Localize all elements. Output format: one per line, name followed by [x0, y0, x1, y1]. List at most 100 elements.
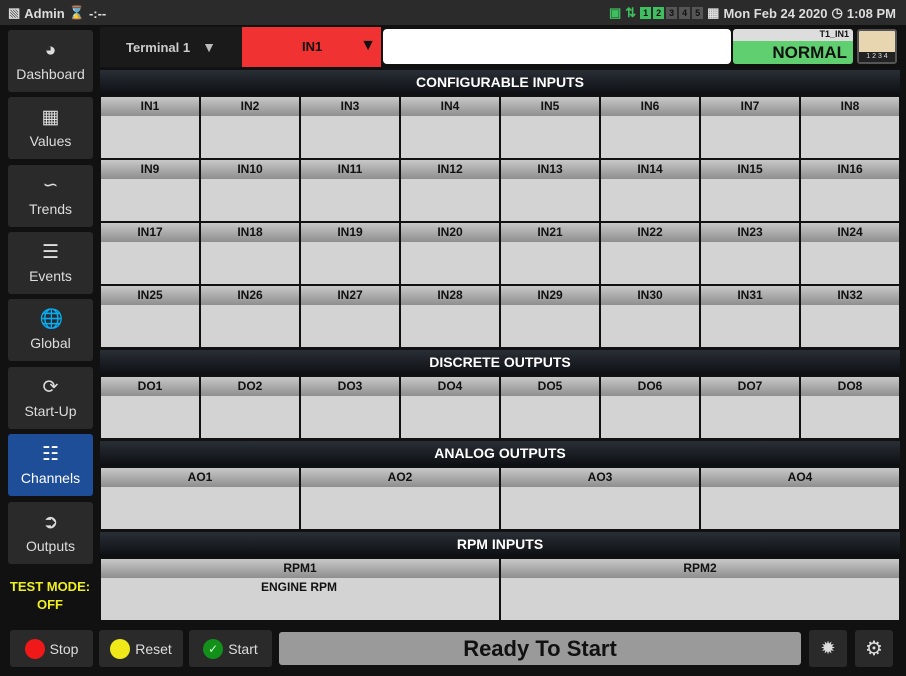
channel-cell[interactable]: AO2	[300, 467, 500, 530]
channel-label: DO4	[401, 377, 499, 396]
stop-button[interactable]: Stop	[10, 630, 93, 667]
stop-icon	[24, 638, 45, 659]
sidebar-item-label: Channels	[20, 470, 81, 486]
gauge-icon: ◕	[44, 40, 57, 61]
channel-cell[interactable]: IN21	[500, 222, 600, 285]
input-description-field[interactable]	[383, 29, 731, 64]
channel-cell[interactable]: IN2	[200, 96, 300, 159]
sidebar-item-dashboard[interactable]: ◕ Dashboard	[8, 30, 93, 92]
time: 1:08 PM	[846, 5, 896, 21]
start-label: Start	[228, 640, 258, 657]
channel-cell[interactable]: IN8	[800, 96, 900, 159]
channel-cell[interactable]: RPM2	[500, 558, 900, 621]
channel-cell[interactable]: IN10	[200, 159, 300, 222]
channel-label: IN20	[401, 223, 499, 242]
debug-button[interactable]: ✹	[809, 630, 847, 667]
channel-cell[interactable]: IN9	[100, 159, 200, 222]
sidebar-item-channels[interactable]: ☷ Channels	[8, 434, 93, 496]
sidebar-item-label: Values	[29, 133, 72, 149]
sidebar-item-start-up[interactable]: ⟳ Start-Up	[8, 367, 93, 429]
channel-cell[interactable]: IN23	[700, 222, 800, 285]
channel-cell[interactable]: IN1	[100, 96, 200, 159]
channel-cell[interactable]: IN6	[600, 96, 700, 159]
channel-cell[interactable]: IN3	[300, 96, 400, 159]
channel-cell[interactable]: IN22	[600, 222, 700, 285]
table-icon: ▦	[41, 107, 60, 128]
channel-label: IN18	[201, 223, 299, 242]
channel-cell[interactable]: AO3	[500, 467, 700, 530]
status-value: NORMAL	[733, 41, 853, 64]
stop-label: Stop	[49, 640, 79, 657]
channel-label: DO8	[801, 377, 899, 396]
channel-cell[interactable]: IN31	[700, 285, 800, 348]
sidebar-item-events[interactable]: ☰ Events	[8, 232, 93, 294]
channel-indicator: 2	[653, 7, 665, 19]
channel-cell[interactable]: DO1	[100, 376, 200, 439]
channel-cell[interactable]: IN19	[300, 222, 400, 285]
channel-cell[interactable]: AO4	[700, 467, 900, 530]
channel-cell[interactable]: RPM1 ENGINE RPM	[100, 558, 500, 621]
settings-button[interactable]: ⚙	[855, 630, 893, 667]
section-title: CONFIGURABLE INPUTS	[100, 70, 900, 95]
channel-cell[interactable]: IN17	[100, 222, 200, 285]
channel-cell[interactable]: IN5	[500, 96, 600, 159]
channel-label: IN25	[101, 286, 199, 305]
channel-cell[interactable]: DO8	[800, 376, 900, 439]
channel-cell[interactable]: IN20	[400, 222, 500, 285]
channel-label: IN8	[801, 97, 899, 116]
channel-cell[interactable]: IN26	[200, 285, 300, 348]
channel-cell[interactable]: AO1	[100, 467, 300, 530]
channel-label: IN10	[201, 160, 299, 179]
channel-label: IN27	[301, 286, 399, 305]
sidebar-item-outputs[interactable]: ➲ Outputs	[8, 502, 93, 564]
channel-cell[interactable]: IN27	[300, 285, 400, 348]
section-title: RPM INPUTS	[100, 532, 900, 557]
terminal-block-icon[interactable]: 1 2 3 4	[857, 29, 897, 64]
channel-cell[interactable]: IN18	[200, 222, 300, 285]
channel-cell[interactable]: IN25	[100, 285, 200, 348]
sidebar-item-global[interactable]: 🌐 Global	[8, 299, 93, 361]
channel-cell[interactable]: IN15	[700, 159, 800, 222]
channel-cell[interactable]: IN4	[400, 96, 500, 159]
channel-cell[interactable]: IN13	[500, 159, 600, 222]
channel-cell[interactable]: IN28	[400, 285, 500, 348]
reset-button[interactable]: Reset	[99, 630, 183, 667]
channel-cell[interactable]: IN14	[600, 159, 700, 222]
engine-status: Ready To Start	[279, 632, 801, 665]
status-tag: T1_IN1	[733, 29, 853, 41]
sidebar-item-values[interactable]: ▦ Values	[8, 97, 93, 159]
channel-label: IN31	[701, 286, 799, 305]
channel-label: IN26	[201, 286, 299, 305]
channel-cell[interactable]: DO6	[600, 376, 700, 439]
channel-cell[interactable]: DO4	[400, 376, 500, 439]
section-title: ANALOG OUTPUTS	[100, 441, 900, 466]
channel-label: IN23	[701, 223, 799, 242]
channel-indicator: 3	[666, 7, 678, 19]
sidebar-item-trends[interactable]: ∽ Trends	[8, 165, 93, 227]
channel-cell[interactable]: IN16	[800, 159, 900, 222]
start-button[interactable]: ✓ Start	[189, 630, 272, 667]
input-dropdown[interactable]: IN1 ▼	[242, 27, 381, 67]
channel-cell[interactable]: DO7	[700, 376, 800, 439]
channel-cell[interactable]: IN12	[400, 159, 500, 222]
channel-cell[interactable]: IN29	[500, 285, 600, 348]
channel-cell[interactable]: DO2	[200, 376, 300, 439]
channel-cell[interactable]: IN7	[700, 96, 800, 159]
channel-label: IN24	[801, 223, 899, 242]
channel-cell[interactable]: IN11	[300, 159, 400, 222]
channel-cell[interactable]: DO3	[300, 376, 400, 439]
channel-cell[interactable]: IN24	[800, 222, 900, 285]
channel-label: IN2	[201, 97, 299, 116]
input-label: IN1	[302, 39, 323, 54]
channel-cell[interactable]: DO5	[500, 376, 600, 439]
terminal-dropdown[interactable]: Terminal 1 ▼	[100, 27, 242, 67]
channel-label: IN19	[301, 223, 399, 242]
sliders-icon: ☷	[41, 444, 60, 465]
network-icon: ▣	[608, 5, 622, 20]
channel-cell[interactable]: IN30	[600, 285, 700, 348]
channel-label: RPM2	[501, 559, 899, 578]
channel-label: IN21	[501, 223, 599, 242]
channel-label: RPM1	[101, 559, 499, 578]
channel-cell[interactable]: IN32	[800, 285, 900, 348]
terminal-icon-labels: 1 2 3 4	[859, 52, 895, 62]
